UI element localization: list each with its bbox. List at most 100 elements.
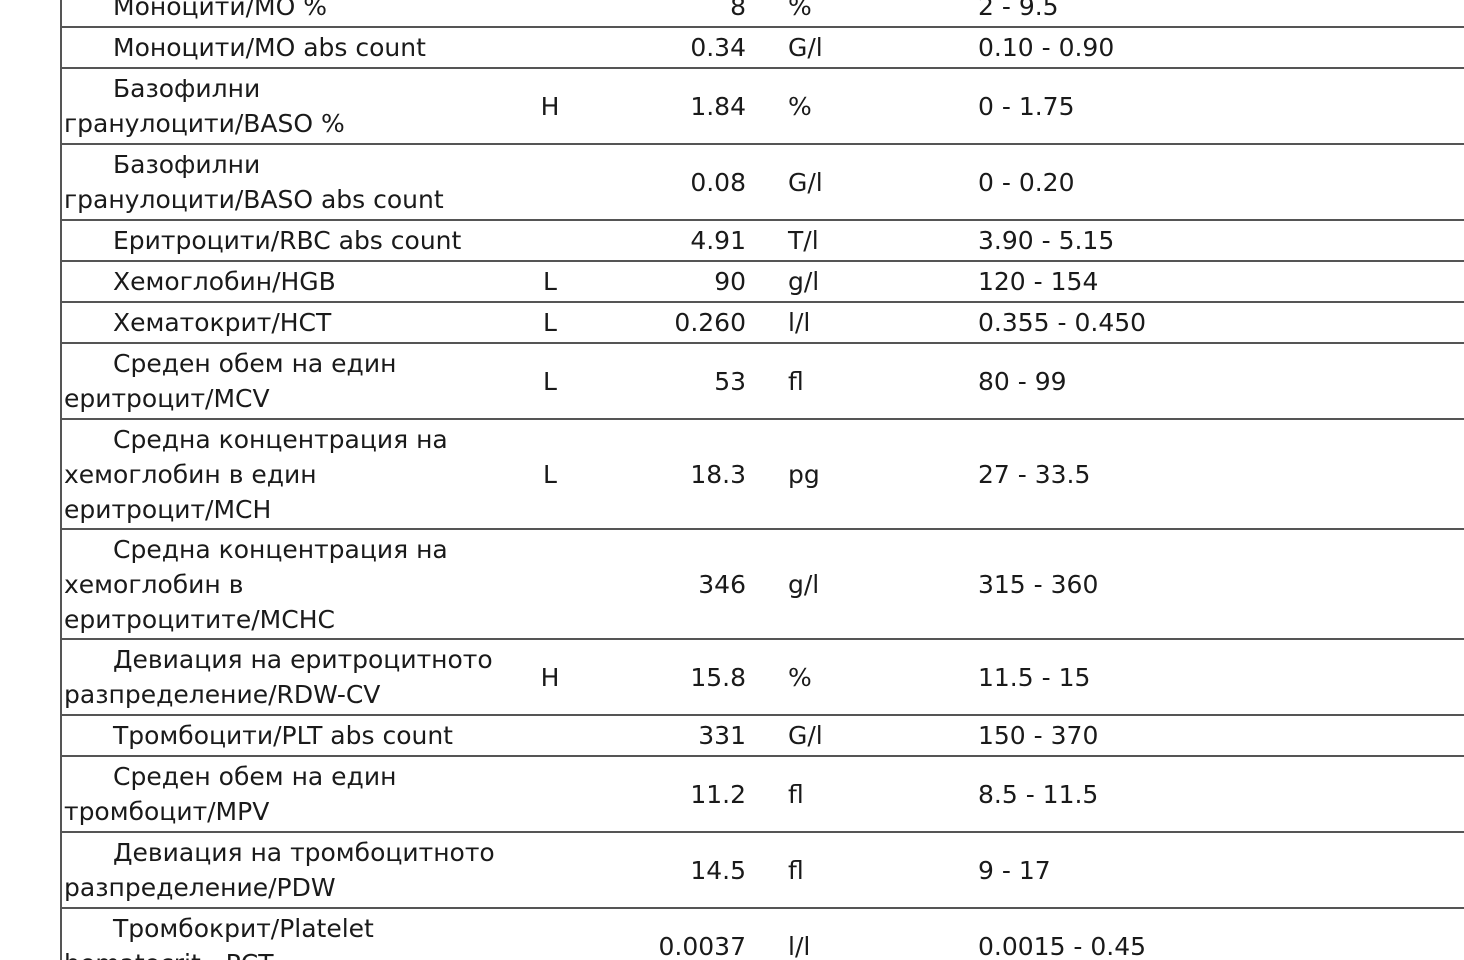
table-row: Хемоглобин/HGB L 90 g/l 120 - 154 — [60, 262, 1464, 303]
value-cell: 346 — [698, 530, 746, 638]
test-name: Средна концентрация на хемоглобин в един е… — [64, 420, 544, 528]
reference-range: 120 - 154 — [978, 267, 1099, 296]
reference-range: 150 - 370 — [978, 721, 1099, 750]
unit: g/l — [788, 569, 820, 599]
reference-range: 0 - 1.75 — [978, 91, 1075, 121]
name-line: тромбоцит/MPV — [64, 797, 270, 826]
unit-cell: G/l — [788, 28, 823, 67]
name-line: Тромбокрит/Platelet — [113, 914, 374, 943]
unit-cell: % — [788, 640, 812, 714]
test-name: Хемоглобин/HGB — [64, 262, 544, 301]
table-row: Хематокрит/HCT L 0.260 l/l 0.355 - 0.450 — [60, 303, 1464, 344]
result-value: 0.08 — [690, 167, 746, 197]
test-name: Хематокрит/HCT — [64, 303, 544, 342]
flag-cell: L — [532, 262, 568, 301]
result-value: 53 — [714, 366, 746, 396]
name-line: Средна концентрация на — [113, 534, 448, 564]
flag: H — [540, 91, 560, 121]
unit-cell: g/l — [788, 262, 819, 301]
name-line: разпределение/PDW — [64, 873, 336, 902]
unit-cell: l/l — [788, 303, 810, 342]
table-row: Девиация на еритроцитното разпределение/R… — [60, 640, 1464, 716]
reference-range: 9 - 17 — [978, 855, 1051, 885]
unit: % — [788, 662, 812, 692]
range-cell: 2 - 9.5 — [978, 0, 1059, 26]
unit-cell: G/l — [788, 145, 823, 219]
reference-range: 0.0015 - 0.45 — [978, 931, 1147, 960]
test-name: Девиация на еритроцитното разпределение/R… — [64, 640, 544, 714]
unit: l/l — [788, 308, 811, 337]
table-row: Девиация на тромбоцитното разпределение/P… — [60, 833, 1464, 909]
table-row: Средна концентрация на хемоглобин в един е… — [60, 420, 1464, 530]
reference-range: 315 - 360 — [978, 569, 1099, 599]
table-row: Тромбокрит/Platelet hematocrit - PCT 0.003… — [60, 909, 1464, 960]
name-line: Еритроцити/RBC abs count — [113, 226, 462, 255]
unit-cell: % — [788, 69, 812, 143]
name-line: гранулоцити/BASO abs count — [64, 185, 444, 214]
name-line: Базофилни — [113, 74, 261, 103]
unit: pg — [788, 459, 820, 489]
unit: % — [788, 91, 812, 121]
name-line: разпределение/RDW-CV — [64, 680, 381, 709]
result-value: 8 — [730, 0, 746, 21]
value-cell: 4.91 — [690, 221, 746, 260]
result-value: 14.5 — [690, 855, 746, 885]
name-line: Средна концентрация на — [113, 424, 448, 454]
test-name: Среден обем на един еритроцит/MCV — [64, 344, 544, 418]
result-value: 331 — [698, 721, 746, 750]
unit: T/l — [788, 226, 819, 255]
range-cell: 11.5 - 15 — [978, 640, 1090, 714]
unit-cell: g/l — [788, 530, 819, 638]
reference-range: 0.355 - 0.450 — [978, 308, 1147, 337]
flag-cell: L — [532, 303, 568, 342]
result-value: 15.8 — [690, 662, 746, 692]
result-value: 4.91 — [690, 226, 746, 255]
test-name: Базофилни гранулоцити/BASO % — [64, 69, 544, 143]
name-line: гранулоцити/BASO % — [64, 109, 345, 138]
range-cell: 8.5 - 11.5 — [978, 757, 1098, 831]
range-cell: 9 - 17 — [978, 833, 1051, 907]
value-cell: 0.08 — [690, 145, 746, 219]
table-row: Среден обем на един тромбоцит/MPV 11.2 fl 8.… — [60, 757, 1464, 833]
range-cell: 315 - 360 — [978, 530, 1098, 638]
unit-cell: fl — [788, 757, 804, 831]
unit: G/l — [788, 167, 823, 197]
range-cell: 80 - 99 — [978, 344, 1067, 418]
reference-range: 27 - 33.5 — [978, 459, 1091, 489]
flag-cell: L — [532, 420, 568, 528]
value-cell: 0.34 — [690, 28, 746, 67]
reference-range: 3.90 - 5.15 — [978, 226, 1115, 255]
name-line: Хемоглобин/HGB — [113, 267, 336, 296]
flag: L — [543, 459, 557, 489]
name-line: еритроцит/MCH — [64, 494, 272, 524]
name-line: Среден обем на един — [113, 349, 397, 378]
value-cell: 0.0037 — [659, 909, 746, 960]
name-line: хемоглобин в един — [64, 459, 317, 489]
value-cell: 90 — [714, 262, 746, 301]
name-line: Девиация на тромбоцитното — [113, 838, 495, 867]
value-cell: 1.84 — [690, 69, 746, 143]
table-row: Средна концентрация на хемоглобин в еритро… — [60, 530, 1464, 640]
test-name: Тромбокрит/Platelet hematocrit - PCT — [64, 909, 544, 960]
test-name: Тромбоцити/PLT abs count — [64, 716, 544, 755]
unit: fl — [788, 855, 804, 885]
flag-cell: H — [532, 640, 568, 714]
name-line: еритроцитите/MCHC — [64, 604, 335, 634]
range-cell: 0.355 - 0.450 — [978, 303, 1146, 342]
reference-range: 0.10 - 0.90 — [978, 33, 1115, 62]
result-value: 18.3 — [690, 459, 746, 489]
name-line: Моноцити/MO abs count — [113, 33, 426, 62]
flag: L — [543, 366, 557, 396]
test-name: Базофилни гранулоцити/BASO abs count — [64, 145, 544, 219]
result-value: 11.2 — [690, 779, 746, 809]
range-cell: 150 - 370 — [978, 716, 1098, 755]
range-cell: 120 - 154 — [978, 262, 1098, 301]
flag-cell: H — [532, 69, 568, 143]
unit: G/l — [788, 721, 823, 750]
unit-cell: l/l — [788, 909, 810, 960]
name-line: Среден обем на един — [113, 762, 397, 791]
reference-range: 2 - 9.5 — [978, 0, 1059, 21]
result-value: 0.260 — [674, 308, 746, 337]
